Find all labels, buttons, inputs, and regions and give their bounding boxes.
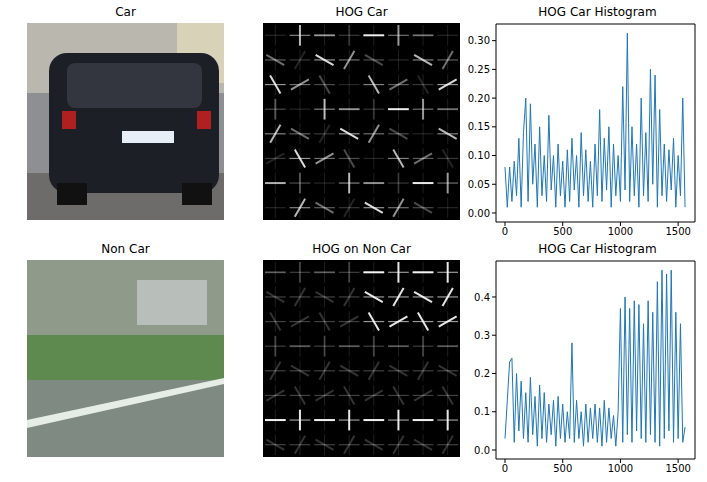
- svg-text:500: 500: [553, 226, 572, 237]
- svg-text:1000: 1000: [608, 463, 633, 474]
- svg-text:0.0: 0.0: [474, 445, 490, 456]
- svg-text:0.4: 0.4: [474, 292, 490, 303]
- html-text:Non Car: Non Car: [101, 242, 150, 256]
- html-text:HOG Car: HOG Car: [335, 5, 388, 19]
- svg-text:1500: 1500: [665, 226, 690, 237]
- html-text:Car: Car: [115, 5, 136, 19]
- svg-text:0.00: 0.00: [468, 208, 490, 219]
- svg-text:0.2: 0.2: [474, 368, 490, 379]
- svg-text:1500: 1500: [665, 463, 690, 474]
- html-text:HOG on Non Car: HOG on Non Car: [312, 242, 411, 256]
- svg-text:0: 0: [502, 226, 508, 237]
- svg-text:0: 0: [502, 463, 508, 474]
- svg-text:0.10: 0.10: [468, 150, 490, 161]
- svg-text:0.3: 0.3: [474, 330, 490, 341]
- svg-text:0.20: 0.20: [468, 93, 490, 104]
- svg-text:0.30: 0.30: [468, 35, 490, 46]
- html-text:HOG Car Histogram: HOG Car Histogram: [538, 242, 657, 256]
- svg-text:0.1: 0.1: [474, 406, 490, 417]
- svg-text:1000: 1000: [608, 226, 633, 237]
- svg-text:0.15: 0.15: [468, 121, 490, 132]
- svg-text:0.05: 0.05: [468, 179, 490, 190]
- html-text:HOG Car Histogram: HOG Car Histogram: [538, 5, 657, 19]
- svg-text:500: 500: [553, 463, 572, 474]
- svg-text:0.25: 0.25: [468, 64, 490, 75]
